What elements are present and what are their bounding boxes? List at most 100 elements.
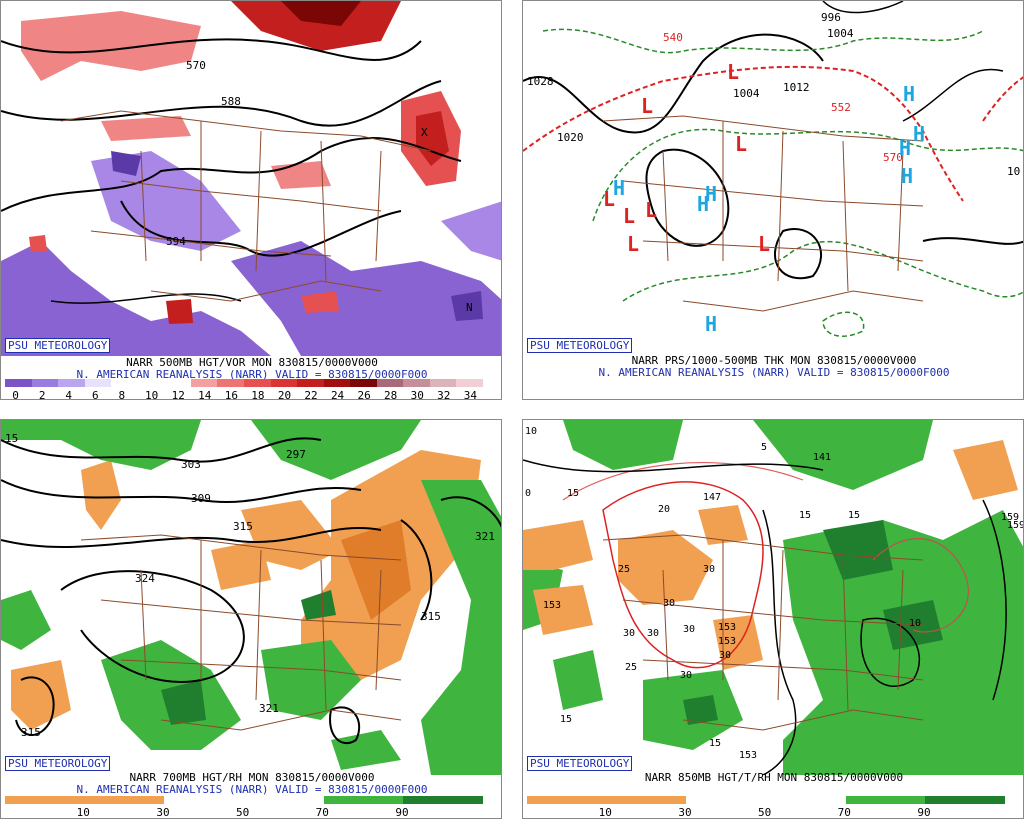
map-label-30e: 30 (680, 670, 692, 681)
colorbar-tick-label: 24 (330, 389, 345, 400)
low-pressure-l: L (727, 60, 739, 84)
map-label-570: 570 (186, 59, 206, 72)
low-pressure-l: L (645, 198, 657, 222)
panel-850mb-temp-rh: 10 5 141 147 153 15 20 25 30 0 159 153 1… (522, 419, 1024, 819)
colorbar-segment (350, 379, 377, 387)
high-pressure-h: H (705, 182, 717, 206)
colorbar-tick-label: 34 (463, 389, 477, 400)
colorbar-segment (323, 796, 404, 804)
map-label-1020: 1020 (557, 131, 584, 144)
colorbar-tick-label: 4 (65, 389, 72, 400)
map-label-1012: 1012 (783, 81, 810, 94)
panel-500mb-vorticity: 570 588 594 N X PSU METEOROLOGY NARR 500… (0, 0, 502, 400)
map-label-570: 570 (883, 151, 903, 164)
map-label-1028: 1028 (527, 75, 554, 88)
high-pressure-centers: H H H H H H H H (613, 82, 925, 336)
high-pressure-h: H (613, 176, 625, 200)
colorbar-tick-label: 10 (145, 389, 159, 400)
colorbar-tick-label: 0 (12, 389, 19, 400)
rh700-map: 15 303 309 297 315 321 324 315 321 315 (1, 420, 501, 775)
colorbar-tick-label: 28 (384, 389, 398, 400)
panel-caption-title: NARR 700MB HGT/RH MON 830815/0000V000 (129, 771, 375, 784)
colorbar-segment (323, 379, 351, 387)
panel-pressure-thickness: 996 1004 1012 1020 1028 1004 552 570 540… (522, 0, 1024, 400)
vorticity-colorbar (5, 379, 483, 387)
colorbar-tick-label: 50 (236, 806, 250, 819)
colorbar-tick-label: 30 (410, 389, 424, 400)
map-label-30f: 30 (683, 624, 695, 635)
rh850-map: 10 5 141 147 153 15 20 25 30 0 159 153 1… (523, 420, 1023, 775)
map-label-315: 315 (233, 520, 253, 533)
map-label-n: N (466, 301, 473, 314)
map-label-15d: 15 (567, 488, 579, 499)
pressure-map: 996 1004 1012 1020 1028 1004 552 570 540… (523, 1, 1023, 356)
colorbar-segment (164, 796, 244, 804)
colorbar-segment (845, 796, 926, 804)
map-label-10b: 10 (909, 618, 921, 629)
map-label-15: 15 (5, 432, 18, 445)
psu-meteorology-badge: PSU METEOROLOGY (527, 756, 633, 771)
map-label-15: 15 (848, 510, 860, 521)
map-label-315c: 315 (21, 726, 41, 739)
colorbar-segment (84, 796, 165, 804)
map-label-309: 309 (191, 492, 211, 505)
map-label-30: 30 (703, 564, 715, 575)
map-label-25: 25 (618, 564, 630, 575)
colorbar-tick-label: 90 (395, 806, 409, 819)
map-label-147: 147 (703, 492, 721, 503)
panel-caption-title: NARR PRS/1000-500MB THK MON 830815/0000V… (631, 354, 917, 367)
panel-caption-valid: N. AMERICAN REANALYSIS (NARR) VALID = 83… (76, 368, 428, 381)
colorbar-segment (925, 796, 1005, 804)
rh-colorbar (5, 796, 483, 804)
low-pressure-l: L (627, 232, 639, 256)
low-pressure-l: L (758, 232, 770, 256)
colorbar-tick-label: 70 (837, 806, 851, 819)
map-label-588: 588 (221, 95, 241, 108)
colorbar-tick-label: 32 (437, 389, 451, 400)
colorbar-tick-label: 30 (678, 806, 692, 819)
colorbar-segment (527, 796, 607, 804)
colorbar-tick-label: 70 (315, 806, 329, 819)
colorbar-segment (137, 379, 165, 387)
colorbar-tick-label: 90 (917, 806, 931, 819)
map-label-10: 10 (1007, 165, 1020, 178)
colorbar-segment (766, 796, 846, 804)
map-label-315b: 315 (421, 610, 441, 623)
map-label-540: 540 (663, 31, 683, 44)
colorbar-tick-label: 50 (758, 806, 772, 819)
map-label-1004b: 1004 (733, 87, 760, 100)
map-label-141: 141 (813, 452, 831, 463)
colorbar-segment (84, 379, 112, 387)
colorbar-segment (111, 379, 138, 387)
rh-colorbar-labels: 10 30 50 70 90 (5, 806, 483, 819)
colorbar-segment (244, 796, 324, 804)
high-pressure-h: H (697, 192, 709, 216)
colorbar-tick-label: 10 (76, 806, 90, 819)
colorbar-segment (270, 379, 298, 387)
low-pressure-l: L (603, 187, 615, 211)
high-pressure-h: H (901, 164, 913, 188)
map-label-0: 0 (525, 488, 531, 499)
colorbar-tick-label: 10 (598, 806, 612, 819)
colorbar-tick-label: 6 (91, 389, 99, 400)
panel-700mb-rh: 15 303 309 297 315 321 324 315 321 315 P… (0, 419, 502, 819)
map-label-10: 10 (525, 426, 537, 437)
map-label-552: 552 (831, 101, 851, 114)
colorbar-segment (686, 796, 766, 804)
colorbar-tick-label: 12 (171, 389, 185, 400)
colorbar-tick-label: 18 (251, 389, 265, 400)
map-label-5: 5 (761, 442, 767, 453)
high-pressure-h: H (705, 312, 717, 336)
colorbar-segment (456, 379, 483, 387)
map-label-153d: 153 (718, 622, 736, 633)
map-label-1004: 1004 (827, 27, 854, 40)
vorticity-map: 570 588 594 N X (1, 1, 501, 356)
map-label-30g: 30 (623, 628, 635, 639)
map-label-153b: 153 (718, 636, 736, 647)
colorbar-segment (5, 796, 85, 804)
map-label-996: 996 (821, 11, 841, 24)
map-label-297: 297 (286, 448, 306, 461)
colorbar-segment (606, 796, 687, 804)
map-label-30c: 30 (647, 628, 659, 639)
colorbar-segment (244, 379, 271, 387)
